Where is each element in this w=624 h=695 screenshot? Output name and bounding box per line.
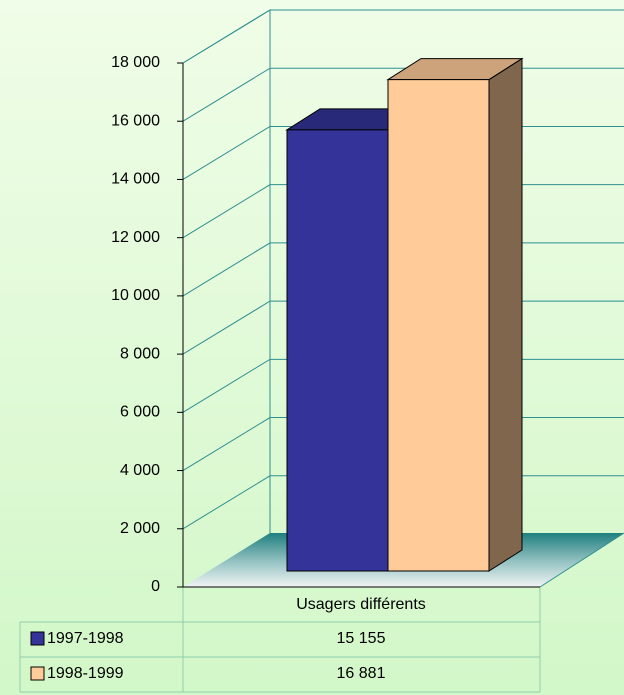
grid-line	[182, 9, 624, 64]
bar-front	[387, 79, 490, 572]
y-tick-label: 16 000	[111, 112, 160, 129]
bar-side	[488, 57, 523, 572]
bar	[386, 57, 524, 572]
y-tick-label: 10 000	[111, 287, 160, 304]
legend-label: 1997-1998	[47, 630, 124, 647]
y-tick-label: 14 000	[111, 171, 160, 188]
legend-swatch	[30, 666, 45, 681]
y-tick-label: 8 000	[120, 345, 160, 362]
x-category-label: Usagers différents	[296, 596, 426, 613]
data-table	[19, 587, 541, 693]
data-table-value: 15 155	[337, 630, 386, 647]
legend-swatch	[30, 631, 45, 646]
floor-edge	[539, 532, 624, 588]
bar-front	[286, 129, 389, 572]
legend-label: 1998-1999	[47, 665, 124, 682]
data-table-value: 16 881	[337, 665, 386, 682]
y-tick-label: 0	[151, 578, 160, 595]
y-tick-label: 12 000	[111, 229, 160, 246]
y-tick-label: 4 000	[120, 462, 160, 479]
y-tick-label: 6 000	[120, 404, 160, 421]
y-tick-label: 18 000	[111, 54, 160, 71]
y-tick-label: 2 000	[120, 520, 160, 537]
